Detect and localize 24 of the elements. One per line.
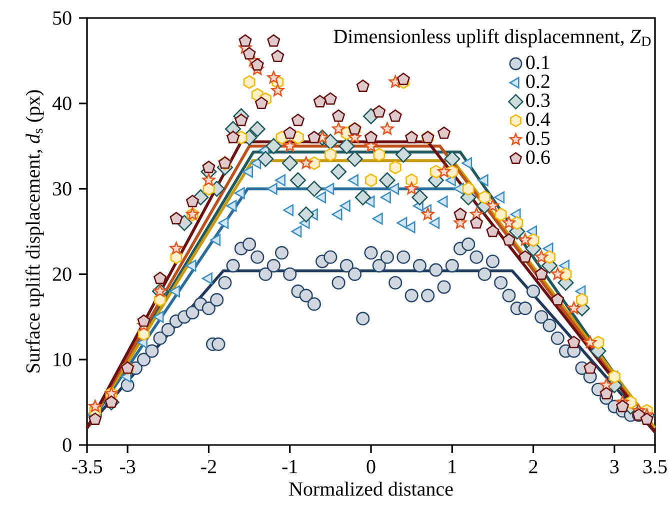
legend-label: 0.4	[526, 112, 550, 126]
x-tick-label: 0	[366, 460, 376, 474]
legend-label: 0.6	[526, 150, 550, 164]
legend-label: 0.2	[526, 74, 550, 88]
x-tick-label: -2	[201, 460, 216, 474]
x-tick-label: -3	[120, 460, 136, 474]
x-tick-label: 3	[610, 460, 619, 474]
legend-label: 0.5	[526, 132, 550, 146]
y-tick-label: 0	[62, 438, 72, 452]
legend-label: 0.3	[526, 94, 550, 108]
x-tick-label: 2	[529, 460, 538, 474]
x-axis-title: Normalized distance	[289, 482, 453, 496]
y-tick-label: 40	[52, 96, 72, 110]
x-tick-label: -1	[282, 460, 297, 474]
y-tick-label: 20	[52, 267, 72, 281]
y-tick-label: 50	[53, 11, 72, 25]
x-tick-label: 1	[448, 460, 456, 474]
x-tick-label: 3.5	[643, 460, 667, 474]
legend-label: 0.1	[526, 56, 550, 70]
x-tick-label: -3.5	[72, 460, 102, 474]
y-tick-label: 30	[53, 182, 72, 196]
y-tick-label: 10	[54, 352, 72, 366]
legend-title: Dimensionless uplift displacemnent, Z$_{D}$	[334, 28, 651, 48]
y-axis-title: Surface uplift displacement, d$_{s}$ (px)	[25, 90, 44, 372]
